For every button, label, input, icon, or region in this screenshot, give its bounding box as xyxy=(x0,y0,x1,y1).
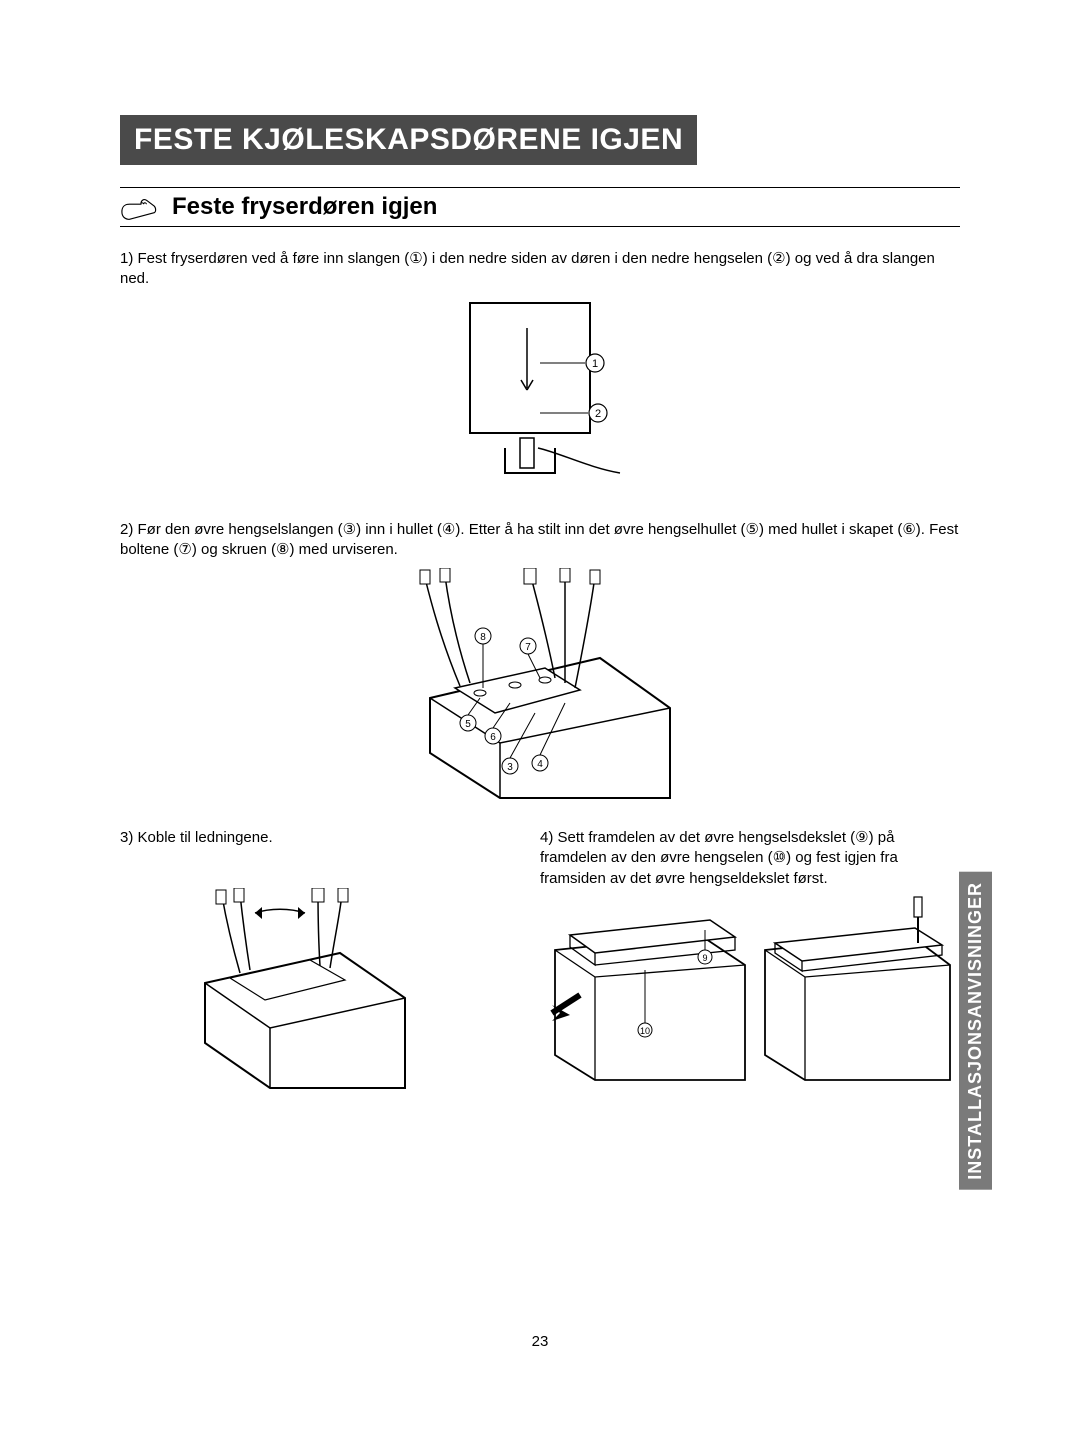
callout-3: 3 xyxy=(507,762,513,773)
callout-1: 1 xyxy=(592,358,598,370)
callout-9: 9 xyxy=(702,953,707,963)
step-1: 1) Fest fryserdøren ved å føre inn slang… xyxy=(120,249,960,290)
callout-6: 6 xyxy=(490,732,496,743)
page-number: 23 xyxy=(0,1333,1080,1350)
diagram-lower-hinge: 1 2 xyxy=(410,298,670,498)
callout-2: 2 xyxy=(595,408,601,420)
step-2-prefix: 2) xyxy=(120,521,138,538)
diagram-hinge-cover: 9 10 xyxy=(540,895,960,1095)
step-4-column: 4) Sett framdelen av det øvre hengselsde… xyxy=(540,828,960,1098)
section-subtitle: Feste fryserdøren igjen xyxy=(172,193,437,221)
diagram-upper-hinge: 8 7 5 6 3 4 xyxy=(370,568,710,808)
subsection-header: Feste fryserdøren igjen xyxy=(120,187,960,227)
step-1-text: Fest fryserdøren ved å føre inn slangen … xyxy=(120,250,935,287)
step-1-prefix: 1) xyxy=(120,250,138,267)
callout-5: 5 xyxy=(465,719,471,730)
pointing-hand-icon xyxy=(120,192,158,222)
manual-page: FESTE KJØLESKAPSDØRENE IGJEN Feste fryse… xyxy=(0,0,1080,1158)
callout-4: 4 xyxy=(537,759,543,770)
diagram-connect-wires xyxy=(190,888,430,1098)
callout-8: 8 xyxy=(480,632,486,643)
callout-7: 7 xyxy=(525,642,531,653)
step-3-column: 3) Koble til ledningene. xyxy=(120,828,500,1098)
callout-10: 10 xyxy=(640,1026,650,1036)
step-4: 4) Sett framdelen av det øvre hengselsde… xyxy=(540,828,960,889)
step-4-prefix: 4) xyxy=(540,829,558,846)
step-3-text: Koble til ledningene. xyxy=(138,829,273,846)
step-4-text: Sett framdelen av det øvre hengselsdeksl… xyxy=(540,829,898,887)
side-tab-label: INSTALLASJONSANVISNINGER xyxy=(959,872,992,1190)
step-2-text: Før den øvre hengselslangen (③) inn i hu… xyxy=(120,521,958,558)
step-3: 3) Koble til ledningene. xyxy=(120,828,500,848)
steps-3-4-row: 3) Koble til ledningene. xyxy=(120,828,960,1098)
step-2: 2) Før den øvre hengselslangen (③) inn i… xyxy=(120,520,960,561)
step-3-prefix: 3) xyxy=(120,829,138,846)
page-title: FESTE KJØLESKAPSDØRENE IGJEN xyxy=(120,115,697,165)
